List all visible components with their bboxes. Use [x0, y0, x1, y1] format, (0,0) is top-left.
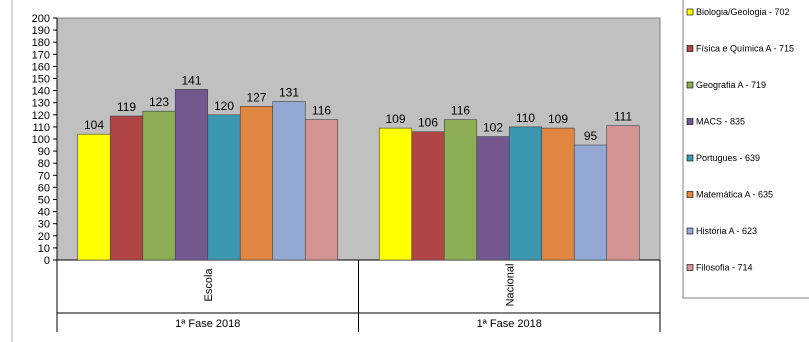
y-tick-label: 50	[38, 195, 50, 207]
bar-data-label: 119	[117, 100, 136, 114]
y-tick-label: 20	[38, 231, 50, 243]
y-tick-label: 160	[32, 61, 50, 73]
y-tick-label: 120	[32, 110, 50, 122]
legend	[682, 0, 809, 299]
y-tick-label: 60	[38, 182, 50, 194]
group-label: 1ª Fase 2018	[175, 318, 240, 330]
category-label: Nacional	[504, 264, 516, 307]
bar-data-label: 123	[149, 95, 169, 109]
legend-swatch	[686, 8, 694, 16]
y-tick-label: 150	[32, 74, 50, 86]
legend-entry: Biologia/Geologia - 702	[696, 7, 790, 17]
bar	[443, 119, 478, 261]
y-tick-label: 90	[38, 146, 50, 158]
bar	[272, 101, 306, 261]
legend-entry: Geografia A - 719	[696, 80, 766, 90]
y-tick-label: 30	[38, 219, 50, 231]
bar-data-label: 141	[181, 73, 201, 87]
legend-swatch	[686, 118, 694, 125]
y-tick-label: 40	[38, 207, 50, 219]
y-tick-label: 70	[38, 170, 50, 182]
y-tick-label: 100	[32, 134, 50, 146]
bar	[573, 144, 608, 261]
category-label: Escola	[203, 268, 215, 302]
y-tick-label: 140	[32, 86, 50, 98]
legend-swatch	[686, 154, 694, 162]
bar	[606, 125, 640, 261]
bar-data-label: 109	[548, 112, 568, 126]
y-tick-label: 170	[32, 49, 50, 61]
y-tick-label: 190	[32, 25, 50, 37]
legend-swatch	[686, 191, 694, 198]
bar-data-label: 102	[483, 121, 503, 135]
y-tick-label: 180	[32, 37, 50, 49]
legend-entry: Matemática A - 635	[696, 190, 773, 200]
y-tick-label: 0	[44, 255, 50, 267]
bar	[508, 126, 543, 261]
legend-entry: MACS - 835	[696, 117, 745, 127]
bar-data-label: 127	[246, 90, 266, 104]
y-tick-label: 110	[32, 122, 50, 134]
bar	[304, 119, 339, 261]
bar-data-label: 104	[84, 118, 104, 132]
legend-entry: Portugues - 639	[696, 153, 760, 163]
bar-data-label: 116	[451, 104, 470, 118]
bar-data-label: 131	[279, 85, 299, 99]
group-label: 1ª Fase 2018	[477, 318, 542, 330]
bar	[142, 110, 176, 261]
y-tick-label: 130	[32, 98, 50, 110]
bar	[109, 115, 144, 261]
bar	[239, 106, 274, 261]
bar	[411, 131, 445, 261]
bar-data-label: 110	[516, 111, 535, 125]
bar	[476, 136, 510, 261]
bar	[77, 133, 111, 261]
y-tick-label: 200	[32, 13, 50, 25]
bar	[378, 127, 413, 261]
bar-data-label: 111	[614, 110, 633, 124]
bar	[207, 114, 241, 261]
bar-data-label: 106	[418, 116, 438, 130]
legend-swatch	[686, 264, 694, 271]
bar-data-label: 120	[214, 99, 234, 113]
legend-entry: Física e Química A - 715	[696, 44, 794, 54]
legend-swatch	[686, 81, 694, 89]
bar-data-label: 109	[385, 112, 405, 126]
bar	[174, 89, 209, 261]
bar	[541, 127, 575, 261]
y-tick-label: 80	[38, 158, 50, 170]
bar-data-label: 95	[584, 129, 598, 143]
bar-data-label: 116	[312, 104, 331, 118]
y-tick-label: 10	[38, 243, 50, 255]
legend-entry: Filosofia - 714	[696, 263, 753, 273]
legend-swatch	[686, 227, 694, 235]
legend-swatch	[686, 45, 694, 52]
legend-entry: História A - 623	[696, 226, 757, 236]
